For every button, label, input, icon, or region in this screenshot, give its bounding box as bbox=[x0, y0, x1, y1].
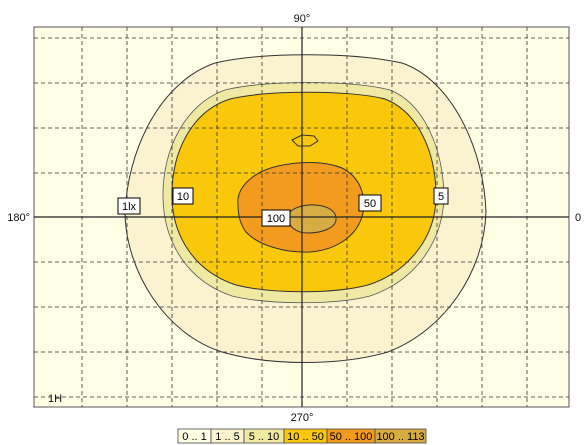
contour-label-10: 10 bbox=[172, 187, 194, 205]
legend-entry-label: 5 .. 10 bbox=[249, 431, 280, 443]
legend-entry-label: 0 .. 1 bbox=[182, 431, 206, 443]
axis-label-bottom: 270° bbox=[291, 412, 314, 424]
contour-label-50: 50 bbox=[358, 194, 382, 212]
legend-entry-label: 10 .. 50 bbox=[287, 431, 324, 443]
contour-label-1lx: 1lx bbox=[117, 197, 141, 215]
contour-label-5: 5 bbox=[433, 187, 449, 205]
svg-text:50: 50 bbox=[364, 198, 376, 210]
legend-entry-label: 100 .. 113 bbox=[376, 431, 424, 443]
axis-label-top: 90° bbox=[294, 13, 311, 25]
svg-text:10: 10 bbox=[177, 191, 189, 203]
legend-swatch bbox=[374, 428, 427, 444]
legend-entry-label: 1 .. 5 bbox=[215, 431, 239, 443]
legend: 0 .. 1 1 .. 5 5 .. 10 10 .. 50 50 .. 100 100 … bbox=[177, 428, 427, 444]
axis-label-right: 0 bbox=[575, 212, 581, 224]
legend-entry-label: 50 .. 100 bbox=[330, 431, 373, 443]
contour-label-100: 100 bbox=[261, 209, 291, 227]
svg-text:100: 100 bbox=[267, 213, 285, 225]
svg-text:1lx: 1lx bbox=[122, 201, 137, 213]
svg-text:5: 5 bbox=[438, 191, 444, 203]
axis-label-left: 180° bbox=[7, 212, 30, 224]
corner-label: 1H bbox=[48, 393, 62, 405]
contour-band-100-113 bbox=[287, 204, 337, 234]
